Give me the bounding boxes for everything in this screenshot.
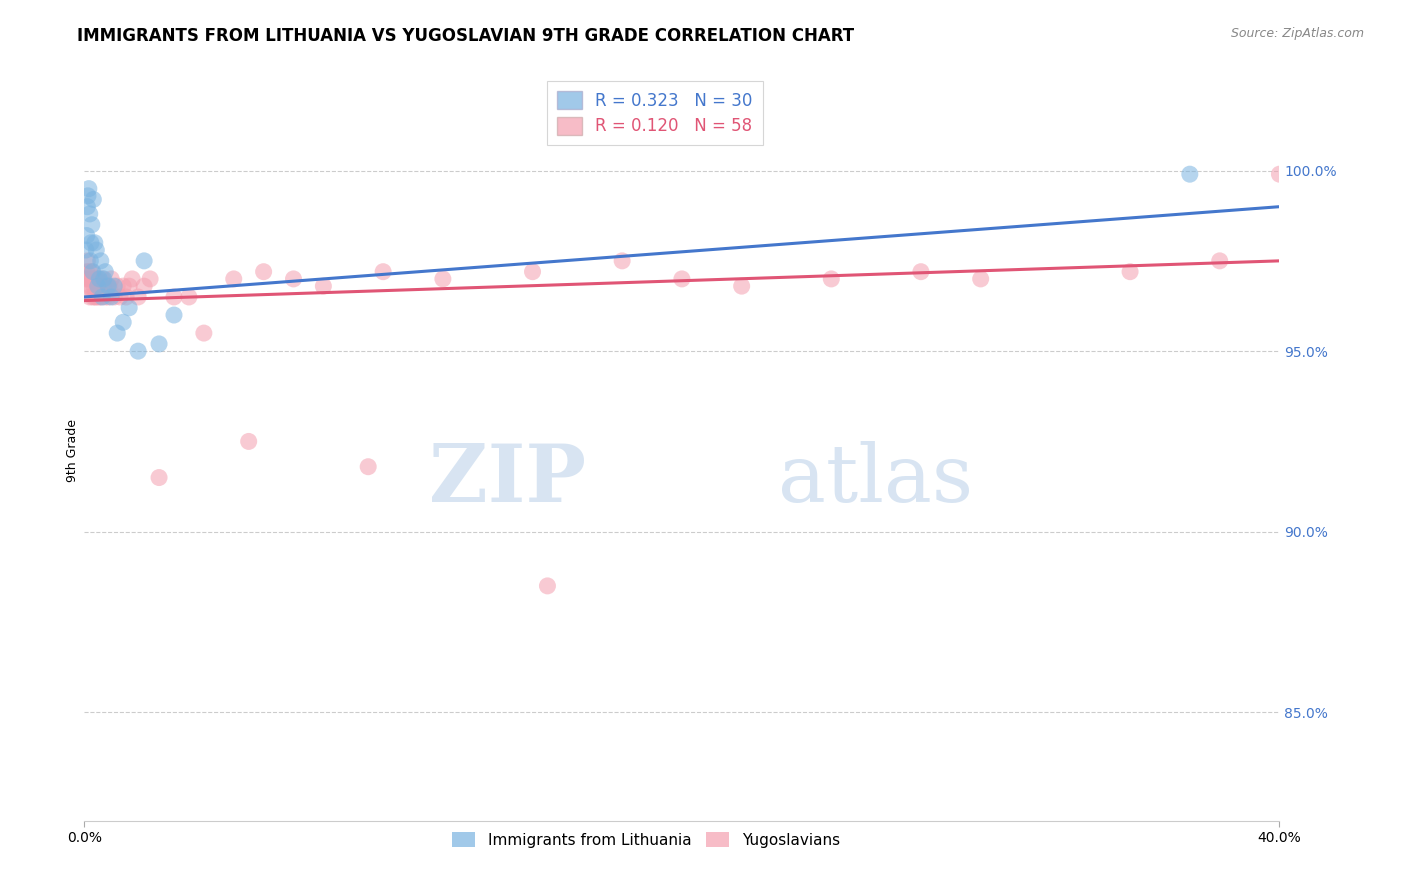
Point: [87, 279, 110, 293]
Point: [177, 290, 200, 304]
Point: [96, 279, 118, 293]
Point: [98, 279, 121, 293]
Point: [127, 290, 149, 304]
Point: [87, 272, 110, 286]
Point: [82, 265, 104, 279]
Point: [84, 272, 107, 286]
Point: [77, 265, 100, 279]
Point: [76, 253, 98, 268]
Point: [83, 290, 105, 304]
Point: [671, 272, 693, 286]
Point: [90, 253, 112, 268]
Point: [93, 279, 115, 293]
Point: [76, 200, 98, 214]
Point: [118, 301, 141, 315]
Point: [163, 290, 186, 304]
Point: [77, 181, 100, 195]
Point: [91, 290, 114, 304]
Point: [86, 243, 108, 257]
Point: [253, 265, 276, 279]
Point: [110, 290, 132, 304]
Point: [373, 265, 395, 279]
Point: [103, 290, 125, 304]
Point: [90, 290, 112, 304]
Point: [91, 272, 114, 286]
Point: [115, 290, 138, 304]
Point: [1268, 167, 1291, 181]
Point: [97, 279, 120, 293]
Point: [118, 279, 141, 293]
Point: [75, 243, 97, 257]
Point: [970, 272, 993, 286]
Point: [731, 279, 754, 293]
Point: [163, 308, 186, 322]
Point: [94, 290, 117, 304]
Point: [193, 326, 215, 340]
Point: [536, 579, 558, 593]
Point: [148, 470, 170, 484]
Point: [77, 189, 100, 203]
Point: [79, 290, 101, 304]
Point: [112, 315, 135, 329]
Point: [80, 265, 103, 279]
Point: [132, 253, 156, 268]
Point: [80, 279, 103, 293]
Point: [105, 326, 128, 340]
Point: [612, 253, 634, 268]
Point: [132, 279, 156, 293]
Point: [75, 272, 97, 286]
Point: [82, 290, 104, 304]
Point: [97, 290, 120, 304]
Point: [79, 253, 101, 268]
Point: [910, 265, 932, 279]
Point: [93, 272, 115, 286]
Point: [83, 279, 105, 293]
Point: [432, 272, 454, 286]
Text: ZIP: ZIP: [429, 441, 586, 519]
Point: [105, 279, 128, 293]
Point: [139, 272, 162, 286]
Point: [77, 272, 100, 286]
Point: [222, 272, 245, 286]
Point: [89, 272, 111, 286]
Point: [522, 265, 544, 279]
Point: [86, 290, 108, 304]
Point: [238, 434, 260, 449]
Point: [1119, 265, 1142, 279]
Point: [357, 459, 380, 474]
Point: [121, 272, 143, 286]
Point: [83, 235, 105, 250]
Point: [820, 272, 842, 286]
Point: [76, 228, 98, 243]
Point: [127, 344, 149, 359]
Point: [86, 279, 108, 293]
Point: [77, 279, 100, 293]
Legend: Immigrants from Lithuania, Yugoslavians: Immigrants from Lithuania, Yugoslavians: [446, 826, 846, 854]
Point: [80, 235, 103, 250]
Point: [112, 279, 135, 293]
Point: [87, 290, 110, 304]
Point: [79, 207, 101, 221]
Point: [1178, 167, 1201, 181]
Point: [80, 218, 103, 232]
Text: IMMIGRANTS FROM LITHUANIA VS YUGOSLAVIAN 9TH GRADE CORRELATION CHART: IMMIGRANTS FROM LITHUANIA VS YUGOSLAVIAN…: [77, 27, 855, 45]
Point: [283, 272, 305, 286]
Point: [100, 290, 122, 304]
Point: [79, 272, 101, 286]
Point: [148, 337, 170, 351]
Point: [76, 265, 98, 279]
Point: [94, 265, 117, 279]
Point: [82, 193, 104, 207]
Point: [312, 279, 335, 293]
Y-axis label: 9th Grade: 9th Grade: [66, 419, 79, 482]
Point: [89, 279, 111, 293]
Text: Source: ZipAtlas.com: Source: ZipAtlas.com: [1230, 27, 1364, 40]
Point: [100, 272, 122, 286]
Point: [1209, 253, 1232, 268]
Point: [82, 272, 104, 286]
Text: atlas: atlas: [778, 441, 973, 519]
Point: [103, 279, 125, 293]
